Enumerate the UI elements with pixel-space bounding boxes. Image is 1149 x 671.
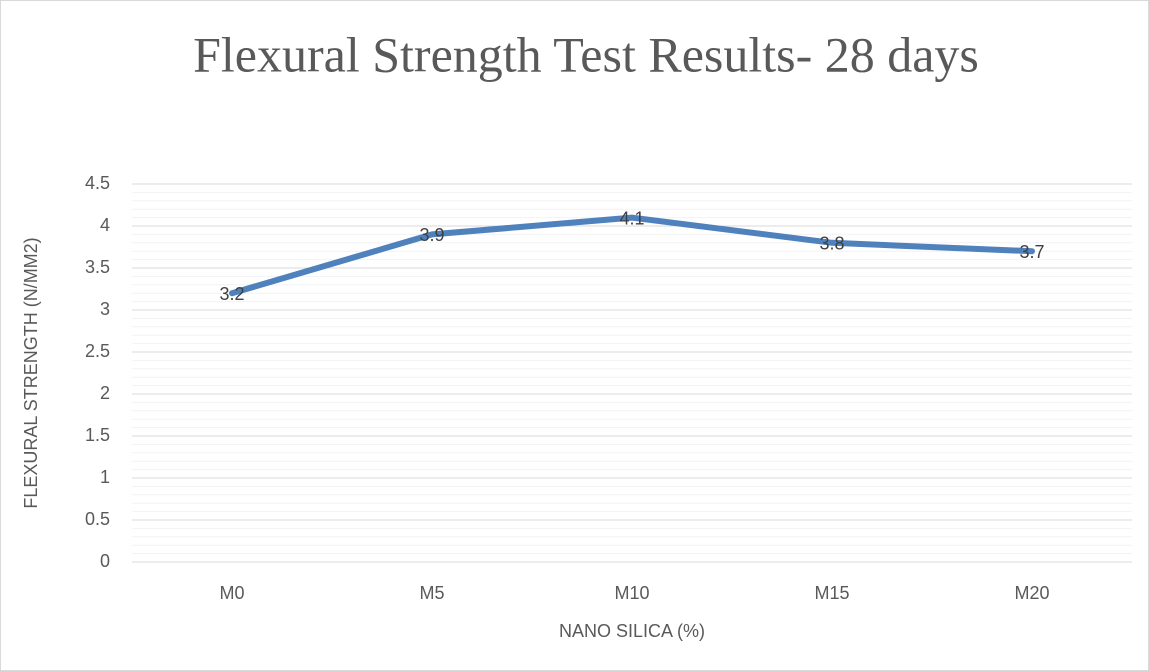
data-line: [229, 214, 1035, 297]
y-tick-label: 2.5: [85, 341, 110, 361]
y-tick-label: 1: [100, 467, 110, 487]
y-tick-label: 0: [100, 551, 110, 571]
y-tick-label: 4.5: [85, 173, 110, 193]
y-tick-label: 0.5: [85, 509, 110, 529]
y-tick-label: 3: [100, 299, 110, 319]
x-tick-label: M0: [219, 583, 244, 603]
x-axis-label: NANO SILICA (%): [559, 621, 705, 641]
chart-title: Flexural Strength Test Results- 28 days: [193, 26, 979, 82]
y-tick-label: 4: [100, 215, 110, 235]
y-axis-label: FLEXURAL STRENGTH (N/MM2): [21, 237, 41, 508]
data-label: 3.7: [1019, 242, 1044, 262]
data-label: 4.1: [619, 208, 644, 228]
y-tick-label: 3.5: [85, 257, 110, 277]
y-tick-label: 1.5: [85, 425, 110, 445]
data-label: 3.9: [419, 225, 444, 245]
y-tick-label: 2: [100, 383, 110, 403]
data-label: 3.8: [819, 234, 844, 254]
x-tick-label: M5: [419, 583, 444, 603]
data-label: 3.2: [219, 284, 244, 304]
x-tick-label: M10: [614, 583, 649, 603]
x-tick-label: M15: [814, 583, 849, 603]
x-tick-label: M20: [1014, 583, 1049, 603]
